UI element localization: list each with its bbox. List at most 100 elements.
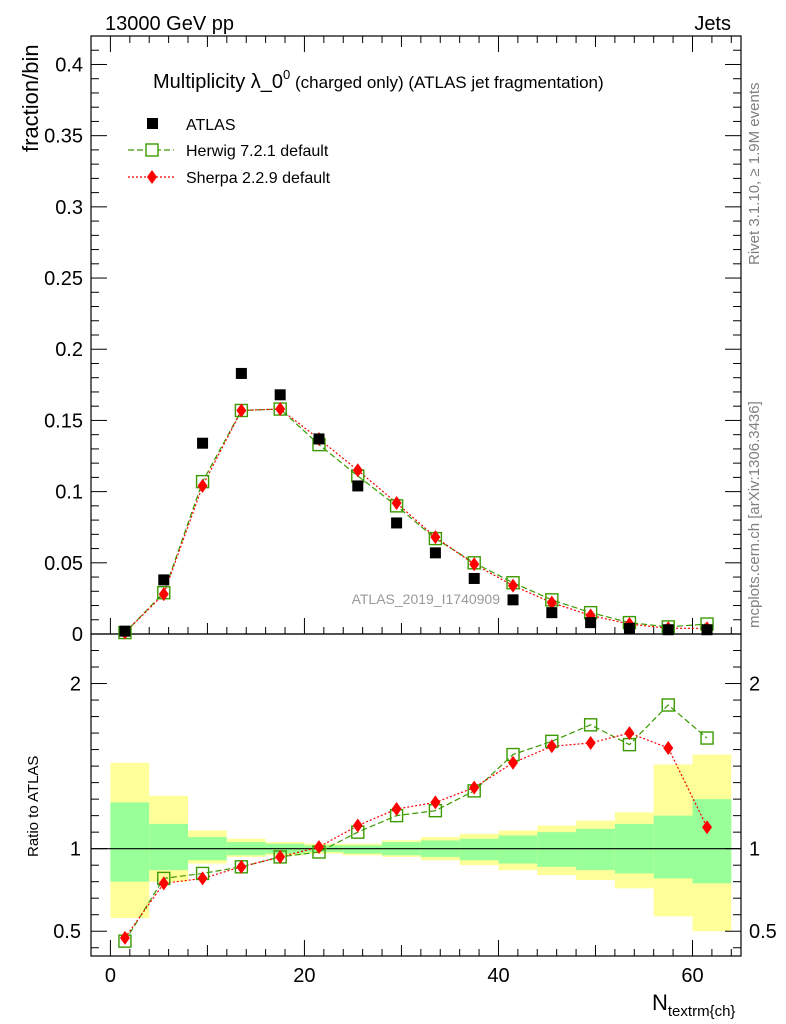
ratio-band-inner xyxy=(692,799,732,884)
sherpa-point xyxy=(508,578,519,593)
sherpa-ratio-point xyxy=(391,802,402,817)
sherpa-line xyxy=(124,408,708,634)
main-y-tick-label: 0.15 xyxy=(44,410,83,432)
main-y-tick-label: 0.05 xyxy=(44,553,83,575)
plot-title: Multiplicity λ_00 (charged only) (ATLAS … xyxy=(153,67,604,93)
atlas-point xyxy=(623,622,635,634)
atlas-point xyxy=(274,389,286,401)
atlas-point xyxy=(313,433,325,445)
header-energy: 13000 GeV pp xyxy=(105,13,234,35)
ratio-band-inner xyxy=(110,802,150,882)
x-axis-label-sub: textrm{ch} xyxy=(668,1003,736,1020)
ratio-y-tick-label: 1 xyxy=(70,839,81,861)
ratio-plot-series xyxy=(118,698,714,948)
x-axis-label: Ntextrm{ch} xyxy=(652,990,735,1020)
sherpa-point xyxy=(469,557,480,572)
sherpa-ratio-point xyxy=(546,739,557,754)
sherpa-ratio-point xyxy=(158,876,169,891)
herwig-ratio-point xyxy=(661,698,675,712)
ratio-y-tick-label: 2 xyxy=(70,674,81,696)
herwig-line xyxy=(124,408,708,633)
sherpa-ratio-point xyxy=(508,755,519,770)
ratio-band-inner xyxy=(576,828,615,871)
atlas-point xyxy=(585,617,597,629)
sherpa-point xyxy=(546,595,557,610)
sherpa-ratio-point xyxy=(313,840,324,855)
sherpa-ratio-point xyxy=(702,820,713,835)
sherpa-point xyxy=(391,496,402,511)
atlas-point xyxy=(197,437,209,449)
ratio-y-tick-label-right: 1 xyxy=(749,839,760,861)
x-tick-label: 0 xyxy=(105,965,116,987)
atlas-point xyxy=(701,624,713,636)
herwig-ratio-point xyxy=(583,718,598,732)
sherpa-point xyxy=(158,587,169,602)
main-y-tick-label: 0.1 xyxy=(55,482,83,504)
plot-title-sup: 0 xyxy=(283,67,290,82)
ratio-axis-ticks: 0.5 0.51 12 20 20 40 60 xyxy=(53,650,777,987)
sherpa-ratio-point xyxy=(585,735,596,750)
atlas-point xyxy=(507,594,519,606)
legend-sherpa-marker xyxy=(147,170,157,184)
main-y-tick-label: 0.2 xyxy=(55,339,83,361)
sherpa-ratio-line xyxy=(124,732,708,939)
ratio-y-tick-label-right: 2 xyxy=(749,674,760,696)
ratio-uncertainty-bands xyxy=(110,754,732,932)
atlas-point xyxy=(429,547,441,559)
main-plot-series xyxy=(118,367,714,640)
ratio-band-inner xyxy=(459,838,499,861)
legend-herwig-label: Herwig 7.2.1 default xyxy=(186,143,329,160)
legend: ATLAS Herwig 7.2.1 default Sherpa 2.2.9 … xyxy=(128,117,331,187)
ratio-band-inner xyxy=(653,815,693,879)
atlas-point xyxy=(158,574,170,586)
sherpa-point xyxy=(352,463,363,478)
plot-title-sub: (charged only) (ATLAS jet fragmentation) xyxy=(290,73,603,92)
ratio-band-inner xyxy=(149,823,189,871)
ratio-band-inner xyxy=(498,835,538,864)
main-y-tick-label: 0.35 xyxy=(44,126,83,148)
sherpa-point xyxy=(275,402,286,417)
plot-title-main: Multiplicity λ_0 xyxy=(153,71,283,93)
atlas-point xyxy=(546,607,558,619)
atlas-point xyxy=(662,624,674,636)
ratio-band-inner xyxy=(537,832,577,867)
atlas-point xyxy=(391,517,403,529)
side-rivet-info: Rivet 3.1.10, ≥ 1.9M events xyxy=(746,83,763,266)
ratio-y-tick-label: 0.5 xyxy=(53,921,81,943)
sherpa-point xyxy=(430,530,441,545)
sherpa-point xyxy=(197,478,208,493)
atlas-point xyxy=(352,480,364,492)
ratio-y-axis-label: Ratio to ATLAS xyxy=(25,756,42,857)
x-tick-label: 40 xyxy=(487,965,509,987)
sherpa-point xyxy=(236,403,247,418)
main-y-tick-label: 0.3 xyxy=(55,197,83,219)
legend-atlas-marker xyxy=(147,118,158,129)
main-y-axis-label: fraction/bin xyxy=(18,44,43,152)
sherpa-ratio-point xyxy=(430,795,441,810)
ratio-plot-frame xyxy=(90,633,742,957)
analysis-watermark: ATLAS_2019_I1740909 xyxy=(352,591,501,607)
sherpa-ratio-point xyxy=(275,849,286,864)
ratio-band-inner xyxy=(343,845,383,854)
sherpa-ratio-point xyxy=(663,740,674,755)
header-process: Jets xyxy=(694,13,731,35)
herwig-ratio-line xyxy=(124,704,708,942)
sherpa-ratio-point xyxy=(236,859,247,874)
atlas-point xyxy=(235,367,247,379)
sherpa-ratio-point xyxy=(469,780,480,795)
main-y-tick-label: 0.25 xyxy=(44,268,83,290)
x-axis-label-base: N xyxy=(652,990,668,1015)
legend-herwig-marker xyxy=(145,143,159,157)
main-y-tick-label: 0 xyxy=(72,624,83,646)
main-y-tick-label: 0.4 xyxy=(55,54,83,76)
sherpa-ratio-point xyxy=(197,871,208,886)
side-mcplots-info: mcplots.cern.ch [arXiv:1306.3436] xyxy=(746,401,763,628)
atlas-point xyxy=(468,572,480,584)
main-axis-ticks: 0 0.05 0.1 0.15 0.2 0.25 0.3 0.35 0.4 xyxy=(44,36,741,956)
x-tick-label: 20 xyxy=(293,965,315,987)
atlas-point xyxy=(119,625,131,637)
legend-sherpa-label: Sherpa 2.2.9 default xyxy=(186,170,331,187)
herwig-ratio-point xyxy=(700,731,714,745)
sherpa-ratio-point xyxy=(119,930,130,945)
